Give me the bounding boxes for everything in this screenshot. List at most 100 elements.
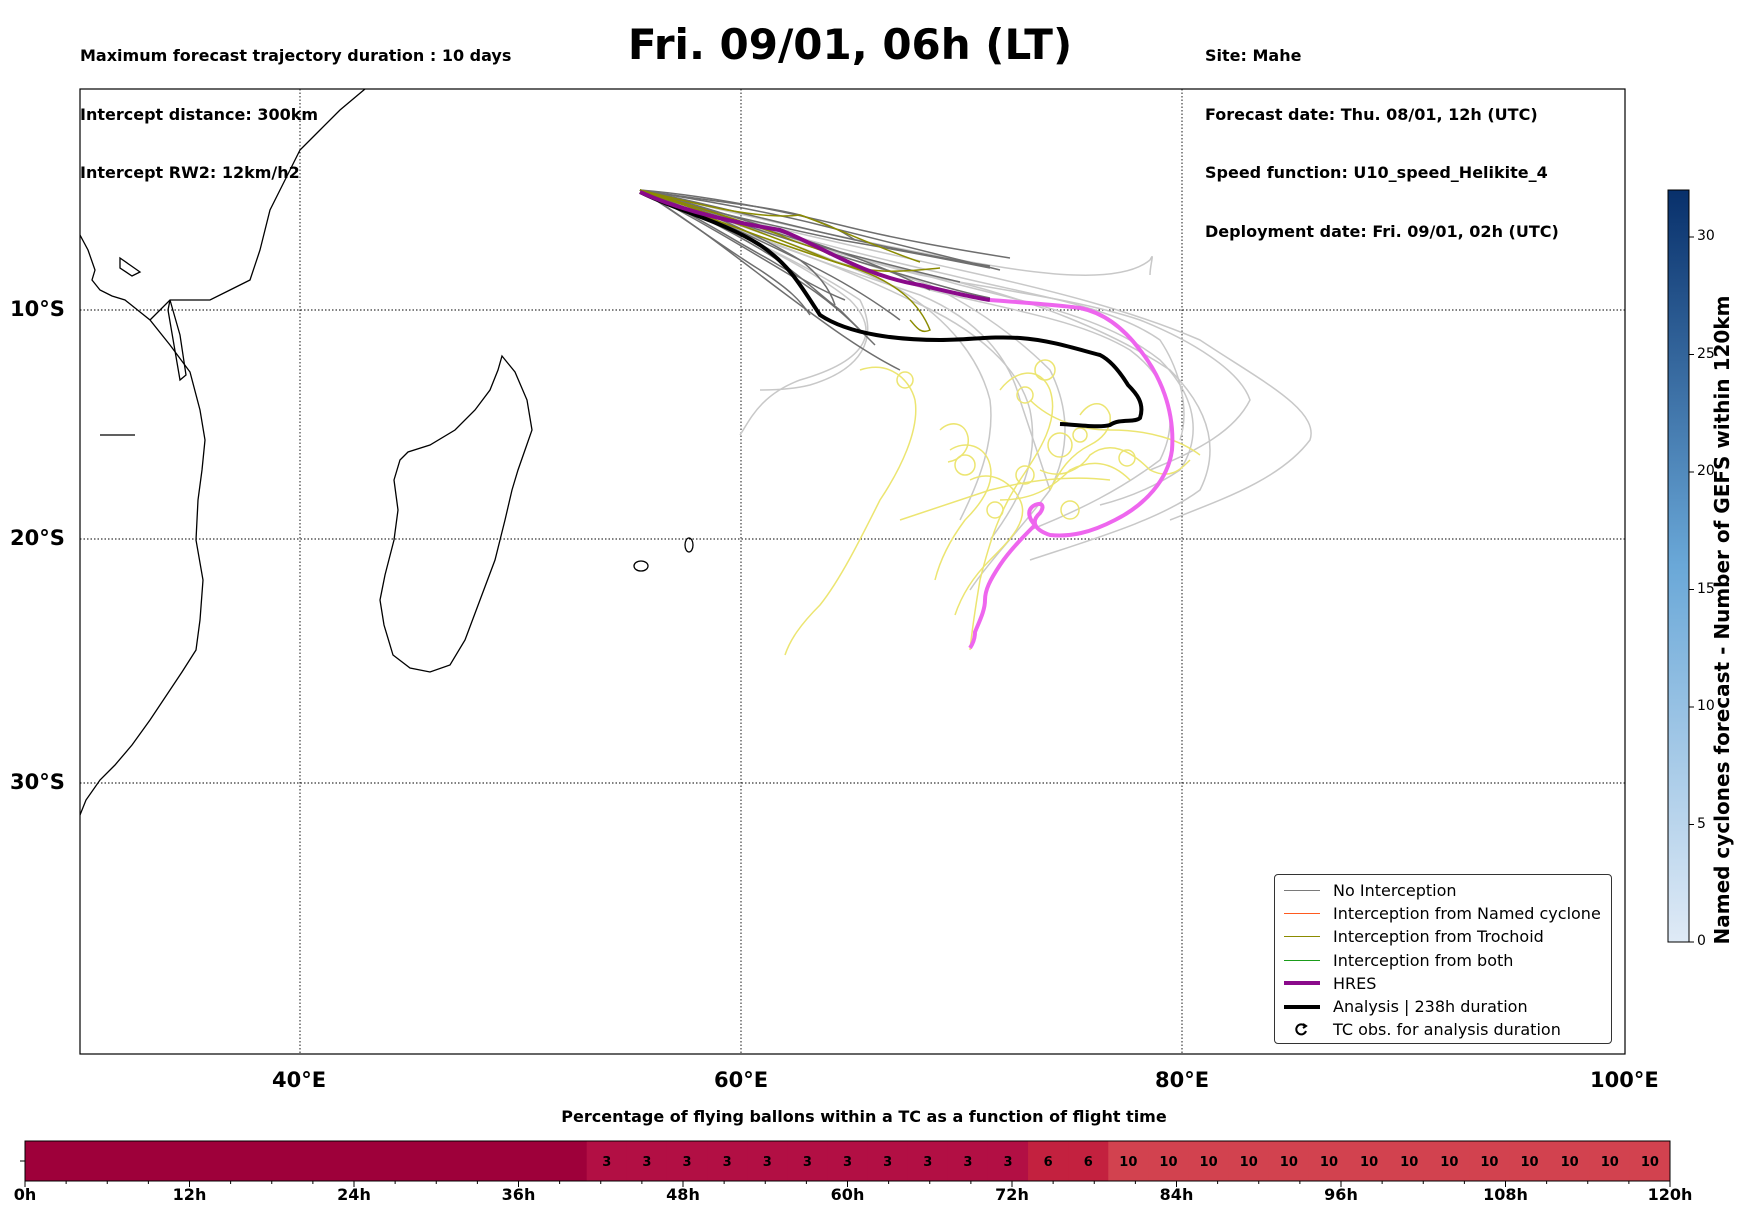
legend-line-both [1284,959,1320,961]
timeline-cell [747,1141,788,1181]
timeline-tick-label: 24h [337,1185,371,1204]
timeline-tick-label: 72h [995,1185,1029,1204]
colorbar-tick-label: 10 [1697,698,1715,714]
legend-line-trochoid [1284,936,1320,938]
page-title: Fri. 09/01, 06h (LT) [627,20,1073,69]
rodrigues-island [684,537,694,553]
lake-island [167,299,187,382]
header-right-line-4: Deployment date: Fri. 09/01, 02h (UTC) [1205,221,1559,241]
map-legend: No Interception Interception from Named … [1274,874,1612,1044]
timeline-cell [1148,1141,1190,1181]
legend-item-trochoid: Interception from Trochoid [1283,925,1603,948]
timeline-cell [1068,1141,1109,1181]
timeline-cell [1028,1141,1069,1181]
timeline-tick-label: 0h [13,1185,37,1204]
timeline-cell-value: 3 [723,1155,732,1170]
timeline-cell [1509,1141,1551,1181]
legend-label: TC obs. for analysis duration [1333,1020,1561,1040]
timeline-cell [105,1141,146,1181]
comoros-island [119,256,142,277]
colorbar-tick-label: 20 [1697,463,1715,479]
timeline-cell-value: 3 [803,1155,812,1170]
legend-item-analysis: Analysis | 238h duration [1283,995,1603,1018]
legend-item-hres: HRES [1283,972,1603,995]
map-layers [80,89,1625,1054]
timeline-cell [25,1141,66,1181]
timeline-tick-label: 48h [666,1185,700,1204]
timeline-cell [626,1141,668,1181]
timeline-cell [185,1141,227,1181]
timeline-cell-value: 3 [923,1155,932,1170]
timeline-tick-label: 36h [501,1185,536,1204]
timeline-cell [1429,1141,1470,1181]
timeline-tick-label: 96h [1324,1185,1358,1204]
hres-trajectory-late [968,298,1175,650]
hres-trajectory [639,190,991,302]
legend-label: Analysis | 238h duration [1333,997,1528,1017]
timeline-cell-value: 6 [1084,1155,1093,1170]
timeline-cell-value: 3 [883,1155,892,1170]
forecast-settings-block: Maximum forecast trajectory duration : 1… [80,7,511,202]
timeline-cell [1228,1141,1270,1181]
timeline-cell [225,1141,267,1181]
timeline-cell [466,1141,507,1181]
timeline-cell-value: 3 [642,1155,651,1170]
timeline-cell [827,1141,869,1181]
timeline-cell [947,1141,989,1181]
legend-line-analysis [1284,1004,1320,1009]
timeline-cell-value: 10 [1641,1155,1659,1170]
colorbar-label: Named cyclones forecast - Number of GEFS… [1710,295,1734,945]
colorbar-tick-label: 5 [1697,815,1706,832]
timeline-cell [1108,1141,1149,1181]
timeline-cell-value: 3 [682,1155,691,1170]
timeline-cell [65,1141,106,1181]
timeline-cell [1469,1141,1511,1181]
legend-item-named-cyclone: Interception from Named cyclone [1283,902,1603,925]
map-frame [79,88,1626,1055]
timeline-cell [506,1141,548,1181]
analysis-trajectory [639,190,1144,429]
tc-loop-markers [896,359,1136,520]
cyclone-symbol-icon [1295,1022,1308,1036]
timeline-cell-value: 3 [963,1155,972,1170]
timeline-tick-label: 120h [1647,1185,1693,1204]
timeline-tick-label: 84h [1159,1185,1194,1204]
timeline-cell-value: 3 [602,1155,611,1170]
lon-label-40e: 40°E [272,1068,327,1092]
madagascar-coastline [379,354,533,673]
legend-label: Interception from Named cyclone [1333,904,1601,924]
legend-label: HRES [1333,973,1377,993]
timeline-cell [1589,1141,1631,1181]
timeline-cell [265,1141,307,1181]
timeline-cell [546,1141,588,1181]
timeline-cell [1308,1141,1350,1181]
colorbar-tick-label: 0 [1697,933,1706,949]
header-left-line-3: Intercept RW2: 12km/h2 [80,163,300,182]
timeline-cell-value: 10 [1601,1155,1619,1170]
timeline-cell [987,1141,1029,1181]
timeline-cell [586,1141,628,1181]
timeline-cell [1188,1141,1230,1181]
site-info-block: Site: Mahe Forecast date: Thu. 08/01, 12… [1205,7,1559,261]
timeline-cell-value: 3 [1003,1155,1012,1170]
timeline-cell [907,1141,949,1181]
header-right-line-3: Speed function: U10_speed_Helikite_4 [1205,163,1548,182]
colorbar-tick-label: 25 [1697,345,1715,362]
legend-item-no-interception: No Interception [1283,879,1603,902]
legend-item-both: Interception from both [1283,949,1603,972]
timeline-tick-label: 60h [830,1185,865,1204]
timeline-cell [707,1141,748,1181]
timeline-cell [386,1141,427,1181]
timeline-cell [1389,1141,1430,1181]
legend-label: Interception from both [1333,950,1514,970]
timeline-cell-value: 10 [1360,1155,1378,1170]
lat-label-20s: 20°S [10,526,65,550]
header-right-line-1: Site: Mahe [1205,46,1302,65]
lat-label-30s: 30°S [10,770,65,794]
legend-label: No Interception [1333,881,1457,901]
lon-label-60e: 60°E [714,1068,769,1092]
legend-label: Interception from Trochoid [1333,927,1544,947]
timeline-cell [345,1141,387,1181]
timeline-cell [867,1141,909,1181]
timeline-cell [145,1141,186,1181]
